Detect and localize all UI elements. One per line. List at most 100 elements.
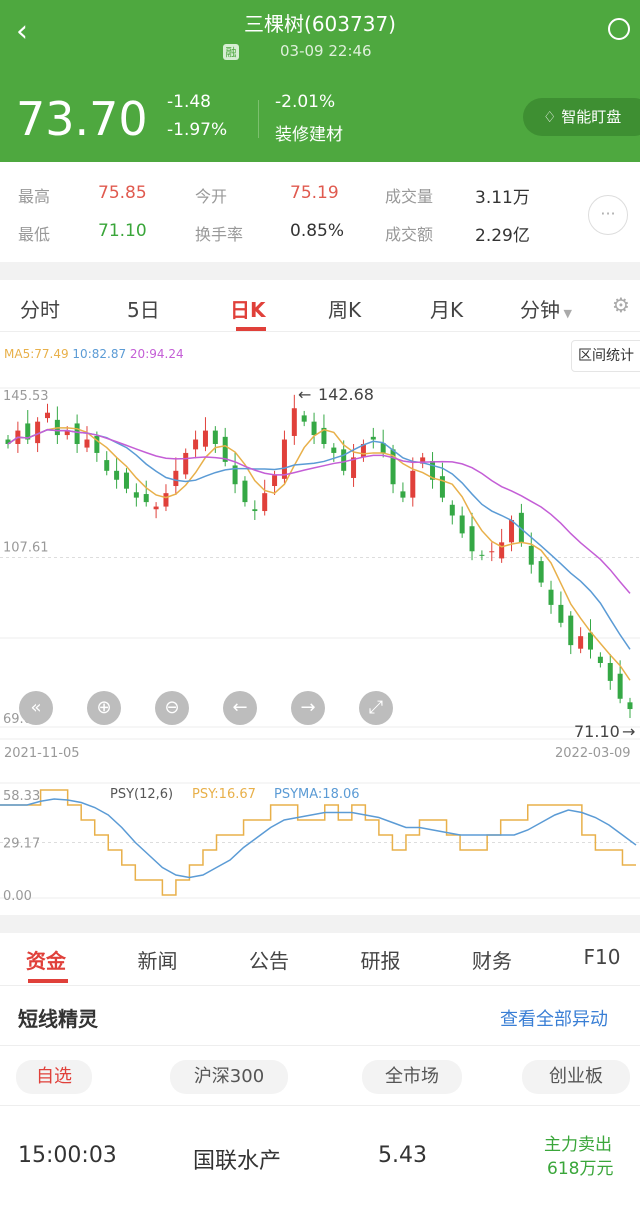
y-tick-label: 0.00 bbox=[3, 889, 32, 904]
view-all-link[interactable]: 查看全部异动 bbox=[500, 1009, 608, 1030]
divider bbox=[0, 985, 640, 986]
candle-body bbox=[114, 470, 120, 480]
candle-body bbox=[479, 554, 485, 556]
candle-body bbox=[410, 470, 416, 498]
left-icon[interactable]: ← bbox=[223, 691, 257, 725]
candle-body bbox=[430, 460, 436, 480]
separator bbox=[0, 915, 640, 933]
sector-change: -2.01% bbox=[275, 92, 336, 112]
candle-body bbox=[212, 430, 218, 445]
zoom-out-icon[interactable]: ⊖ bbox=[155, 691, 189, 725]
search-icon[interactable] bbox=[608, 18, 630, 40]
candle-body bbox=[252, 509, 258, 512]
more-icon[interactable]: ··· bbox=[588, 195, 628, 235]
candle-body bbox=[35, 421, 41, 444]
tab-label: 分钟 bbox=[520, 298, 560, 322]
y-tick-label: 107.61 bbox=[3, 541, 49, 556]
row-price: 5.43 bbox=[378, 1143, 427, 1168]
filter-pill[interactable]: 创业板 bbox=[522, 1060, 630, 1094]
smart-monitor-button[interactable]: ♢ 智能盯盘 bbox=[523, 98, 640, 136]
range-stats-button[interactable]: 区间统计 bbox=[571, 340, 640, 372]
candle-body bbox=[123, 472, 129, 489]
psy-chart[interactable]: 58.33 29.17 0.00 PSY(12,6) PSY:16.67 PSYMA:18… bbox=[0, 780, 640, 905]
stock-header: ‹ 三棵树(603737) 融 03-09 22:46 73.70 -1.48 … bbox=[0, 0, 640, 162]
fullscreen-icon[interactable]: ⤢ bbox=[359, 691, 393, 725]
candle-body bbox=[499, 542, 505, 559]
tab-chart[interactable]: 周K bbox=[328, 294, 361, 323]
tab-label: 日K bbox=[230, 298, 266, 322]
tab-info[interactable]: 研报 bbox=[360, 949, 401, 973]
candle-body bbox=[617, 673, 623, 699]
candle-body bbox=[380, 443, 386, 453]
filter-pill[interactable]: 全市场 bbox=[362, 1060, 462, 1094]
candle-body bbox=[538, 561, 544, 583]
x-start-label: 2021-11-05 bbox=[4, 746, 80, 761]
ma10-value: 10:82.87 bbox=[72, 347, 127, 361]
candle-body bbox=[558, 604, 564, 623]
candle-body bbox=[370, 436, 376, 440]
back-icon[interactable]: ‹ bbox=[16, 14, 28, 49]
y-tick-label: 29.17 bbox=[3, 836, 40, 851]
tab-label: 5日 bbox=[127, 298, 160, 322]
stat-label: 最高 bbox=[18, 187, 51, 206]
candle-body bbox=[291, 408, 297, 436]
candle-body bbox=[64, 430, 70, 436]
tab-chart[interactable]: 分时 bbox=[20, 294, 60, 323]
candle-body bbox=[459, 515, 465, 534]
psy-legend: PSYMA:18.06 bbox=[274, 787, 360, 802]
candle-body bbox=[25, 423, 31, 440]
candle-body bbox=[143, 494, 149, 503]
filter-pill[interactable]: 自选 bbox=[16, 1060, 92, 1094]
candle-body bbox=[311, 421, 317, 436]
stock-title: 三棵树(603737) bbox=[244, 12, 396, 36]
rewind-icon[interactable]: « bbox=[19, 691, 53, 725]
divider bbox=[258, 100, 259, 138]
candle-body bbox=[44, 412, 50, 419]
x-end-label: 2022-03-09 bbox=[555, 746, 631, 761]
sector-name[interactable]: 装修建材 bbox=[275, 125, 343, 145]
tab-info[interactable]: 资金 bbox=[26, 949, 66, 973]
stat-value: 2.29亿 bbox=[475, 226, 530, 246]
smart-monitor-label: 智能盯盘 bbox=[561, 108, 622, 126]
tab-info[interactable]: 新闻 bbox=[137, 949, 178, 973]
stat-label: 成交额 bbox=[385, 225, 434, 244]
min-price-value: 71.10 bbox=[574, 722, 620, 741]
stat-label: 换手率 bbox=[195, 225, 244, 244]
candle-body bbox=[469, 526, 475, 552]
margin-badge: 融 bbox=[223, 44, 239, 60]
right-icon[interactable]: → bbox=[291, 691, 325, 725]
candle-body bbox=[607, 662, 613, 681]
tab-info[interactable]: 财务 bbox=[472, 949, 512, 973]
divider bbox=[0, 331, 640, 332]
tab-info[interactable]: 公告 bbox=[249, 949, 289, 973]
tab-chart[interactable]: 月K bbox=[430, 294, 463, 323]
y-tick-label: 58.33 bbox=[3, 789, 40, 804]
candle-body bbox=[272, 475, 278, 487]
candle-body bbox=[439, 476, 445, 498]
tab-info[interactable]: F10 bbox=[583, 945, 621, 969]
candle-body bbox=[341, 449, 347, 471]
min-price-arrow: → bbox=[622, 722, 635, 741]
tab-chart[interactable]: 日K bbox=[230, 294, 266, 323]
tab-chart[interactable]: 分钟 ▼ bbox=[520, 294, 572, 323]
stat-value: 0.85% bbox=[290, 221, 345, 241]
candle-body bbox=[321, 427, 327, 445]
ma5-value: MA5:77.49 bbox=[4, 347, 69, 361]
zoom-in-icon[interactable]: ⊕ bbox=[87, 691, 121, 725]
list-item[interactable]: 15:00:03 国联水产 5.43 主力卖出 618万元 bbox=[0, 1110, 640, 1200]
candle-body bbox=[163, 493, 169, 507]
tab-chart[interactable]: 5日 bbox=[127, 294, 160, 323]
stat-label: 最低 bbox=[18, 225, 51, 244]
row-stock-name: 国联水产 bbox=[193, 1149, 282, 1174]
candle-body bbox=[400, 491, 406, 498]
candle-body bbox=[104, 460, 110, 471]
separator bbox=[0, 262, 640, 280]
candle-body bbox=[360, 444, 366, 458]
row-time: 15:00:03 bbox=[18, 1143, 117, 1168]
section-title: 短线精灵 bbox=[18, 1007, 98, 1031]
candle-body bbox=[351, 457, 357, 478]
settings-icon[interactable]: ⚙ bbox=[612, 293, 630, 317]
filter-pill[interactable]: 沪深300 bbox=[170, 1060, 288, 1094]
candle-body bbox=[262, 493, 268, 512]
